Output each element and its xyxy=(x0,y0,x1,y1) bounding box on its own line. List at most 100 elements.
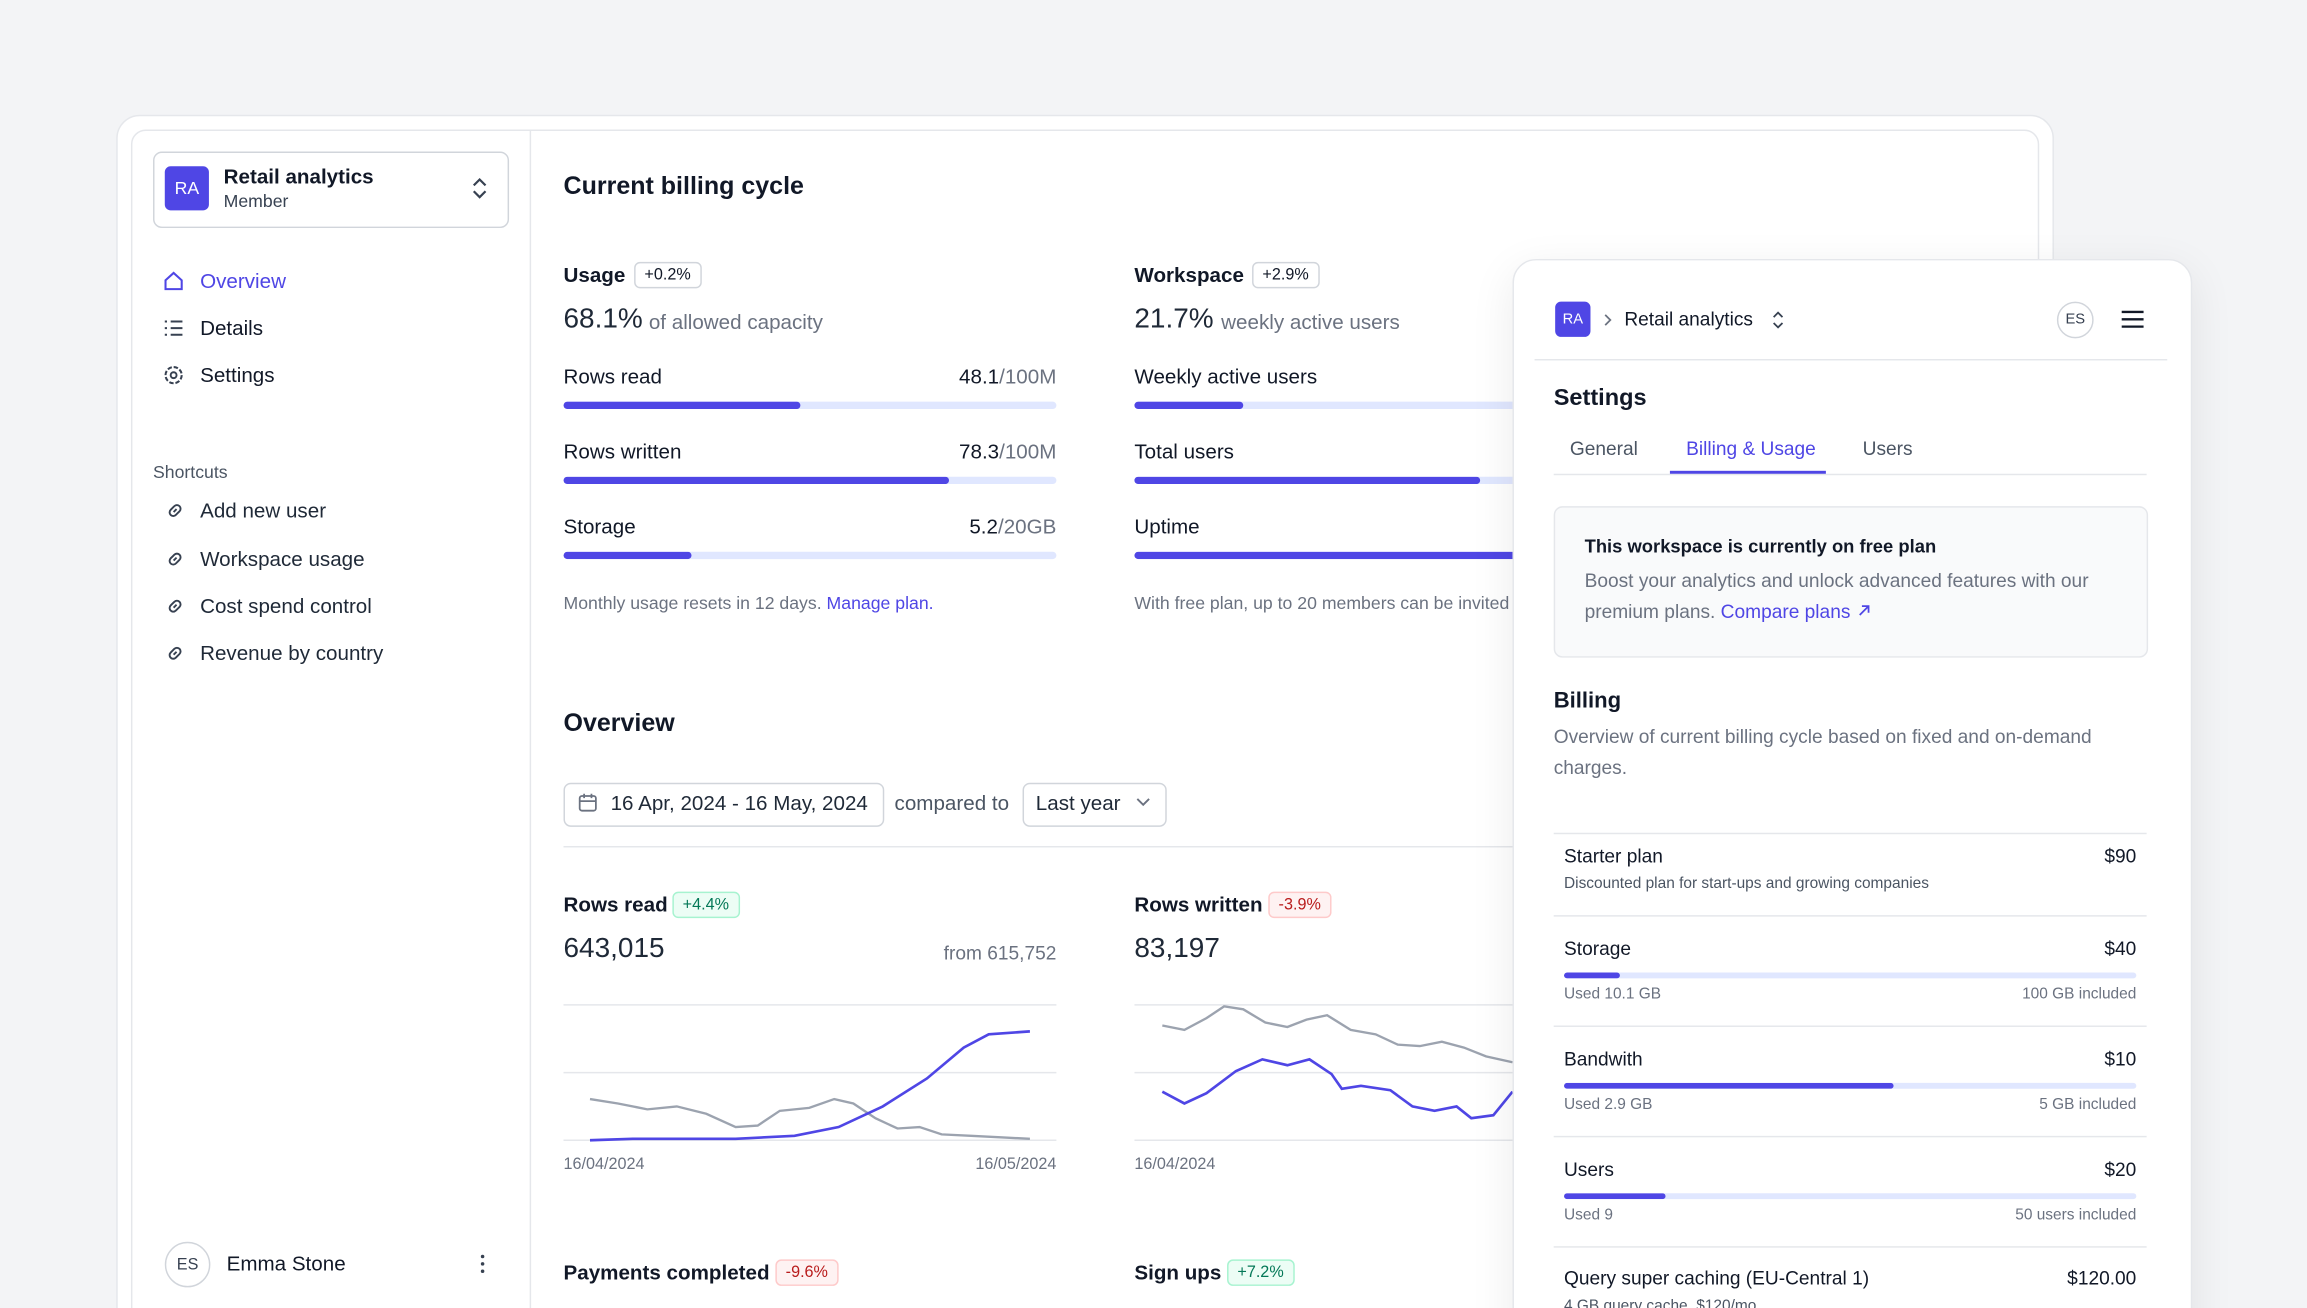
progress-track xyxy=(1134,476,1628,485)
compared-label: compared to xyxy=(894,790,1010,815)
link-icon xyxy=(168,552,182,566)
shortcuts-title: Shortcuts xyxy=(153,461,228,483)
card-title: Workspace xyxy=(1134,262,1244,287)
progress-fill xyxy=(1134,476,1481,485)
user-name: Emma Stone xyxy=(226,1251,346,1276)
card-caption: of allowed capacity xyxy=(648,309,823,334)
billing-item-description: 4 GB query cache, $120/mo xyxy=(1563,1297,1757,1308)
billing-item-name: Starter plan xyxy=(1563,844,1663,867)
workspace-switcher[interactable] xyxy=(153,151,510,229)
date-range: 16 Apr, 2024 - 16 May, 2024 xyxy=(610,790,868,815)
menu-icon[interactable] xyxy=(2121,310,2144,328)
shortcut-item[interactable]: Cost spend control xyxy=(200,593,372,618)
divider xyxy=(563,845,1535,848)
tab[interactable]: Users xyxy=(1862,437,1913,460)
billing-item-used: Used 2.9 GB xyxy=(1563,1095,1653,1114)
billing-item-name: Bandwith xyxy=(1563,1047,1643,1070)
change-badge: +2.9% xyxy=(1252,261,1320,289)
usage-label: Storage xyxy=(563,514,636,538)
tab-active[interactable]: Billing & Usage xyxy=(1686,437,1816,460)
section-title: Current billing cycle xyxy=(563,171,804,200)
workspace-name[interactable]: Retail analytics xyxy=(1624,307,1753,330)
footnote: Monthly usage resets in 12 days. xyxy=(563,592,822,614)
progress-fill xyxy=(563,401,801,410)
settings-panel xyxy=(1512,258,2193,1308)
change-badge: +4.4% xyxy=(672,891,740,919)
link-icon xyxy=(168,646,182,660)
usage-label: Rows written xyxy=(563,439,682,463)
more-icon[interactable] xyxy=(478,1254,487,1275)
updown-icon xyxy=(1773,311,1784,329)
compare-plans-link[interactable]: Compare plans xyxy=(1720,600,1851,623)
tab[interactable]: General xyxy=(1569,437,1638,460)
usage-label: Weekly active users xyxy=(1134,364,1318,388)
notice-text: Boost your analytics and unlock advanced… xyxy=(1584,569,2089,623)
user-avatar[interactable]: ES xyxy=(2056,301,2094,339)
usage-value: 78.3 xyxy=(959,439,1000,463)
updown-icon xyxy=(472,177,487,199)
workspace-avatar: RA xyxy=(164,166,209,211)
billing-description: Overview of current billing cycle based … xyxy=(1553,725,2092,779)
metric-title: Rows read xyxy=(563,892,668,917)
manage-plan-link[interactable]: Manage plan. xyxy=(826,592,934,614)
usage-label: Uptime xyxy=(1134,514,1200,538)
metric-title: Sign ups xyxy=(1134,1260,1222,1284)
billing-item-name: Query super caching (EU-Central 1) xyxy=(1563,1267,1870,1290)
tabs-divider xyxy=(1553,473,2147,476)
panel-title: Settings xyxy=(1553,386,1647,412)
usage-limit: /20GB xyxy=(997,514,1057,538)
billing-item-price: $20 xyxy=(2104,1158,2137,1181)
workspace-name: Retail analytics xyxy=(223,164,374,188)
nav-item[interactable]: Overview xyxy=(200,268,286,293)
progress-track xyxy=(563,551,1057,560)
footnote: With free plan, up to 20 members can be … xyxy=(1134,592,1510,614)
home-icon xyxy=(164,271,183,291)
billing-item-price: $10 xyxy=(2104,1047,2137,1070)
progress-track xyxy=(563,401,1057,410)
shortcut-item[interactable]: Revenue by country xyxy=(200,640,384,665)
progress-fill xyxy=(1134,551,1628,560)
billing-item-name: Users xyxy=(1563,1158,1614,1181)
calendar-icon xyxy=(578,793,597,812)
link-icon xyxy=(168,599,182,613)
billing-item-description: Discounted plan for start-ups and growin… xyxy=(1563,874,1929,893)
sidebar-divider xyxy=(529,130,532,1308)
comparison-select[interactable] xyxy=(1022,782,1167,827)
progress-fill xyxy=(563,476,949,485)
progress-track xyxy=(1563,1193,2137,1200)
list-icon xyxy=(164,320,183,336)
chart-end-date: 16/05/2024 xyxy=(975,1155,1057,1174)
progress-track xyxy=(1134,551,1628,560)
notice-text-block: Boost your analytics and unlock advanced… xyxy=(1585,565,2122,627)
progress-fill xyxy=(1563,1193,1666,1200)
usage-value: 5.2 xyxy=(969,514,998,538)
external-icon xyxy=(1858,605,1869,616)
usage-label: Total users xyxy=(1134,439,1234,463)
link-icon xyxy=(168,504,182,517)
tab-indicator xyxy=(1669,470,1826,474)
progress-fill xyxy=(1563,1082,1894,1089)
progress-fill xyxy=(1563,972,1620,979)
usage-label: Rows read xyxy=(563,364,662,388)
metric-value: 83,197 xyxy=(1134,933,1220,965)
billing-item-price: $90 xyxy=(2104,844,2137,867)
shortcut-item[interactable]: Workspace usage xyxy=(200,546,365,571)
billing-item-included: 50 users included xyxy=(2015,1206,2137,1224)
divider xyxy=(1534,358,2168,361)
nav-item[interactable]: Details xyxy=(200,315,264,340)
notice-title: This workspace is currently on free plan xyxy=(1584,536,1937,557)
workspace-avatar: RA xyxy=(1555,301,1591,337)
metric-title: Rows written xyxy=(1134,892,1263,917)
progress-fill xyxy=(1134,401,1244,410)
date-picker[interactable] xyxy=(563,782,885,827)
billing-item-price: $40 xyxy=(2104,937,2137,960)
change-badge: -3.9% xyxy=(1268,891,1332,919)
shortcut-item[interactable]: Add new user xyxy=(200,498,327,522)
billing-item-name: Storage xyxy=(1563,937,1632,960)
divider xyxy=(1553,1025,2147,1027)
metric-title: Payments completed xyxy=(563,1260,770,1284)
card-caption: weekly active users xyxy=(1221,309,1400,334)
nav-item[interactable]: Settings xyxy=(200,362,275,387)
breadcrumb-chevron xyxy=(1604,314,1612,326)
